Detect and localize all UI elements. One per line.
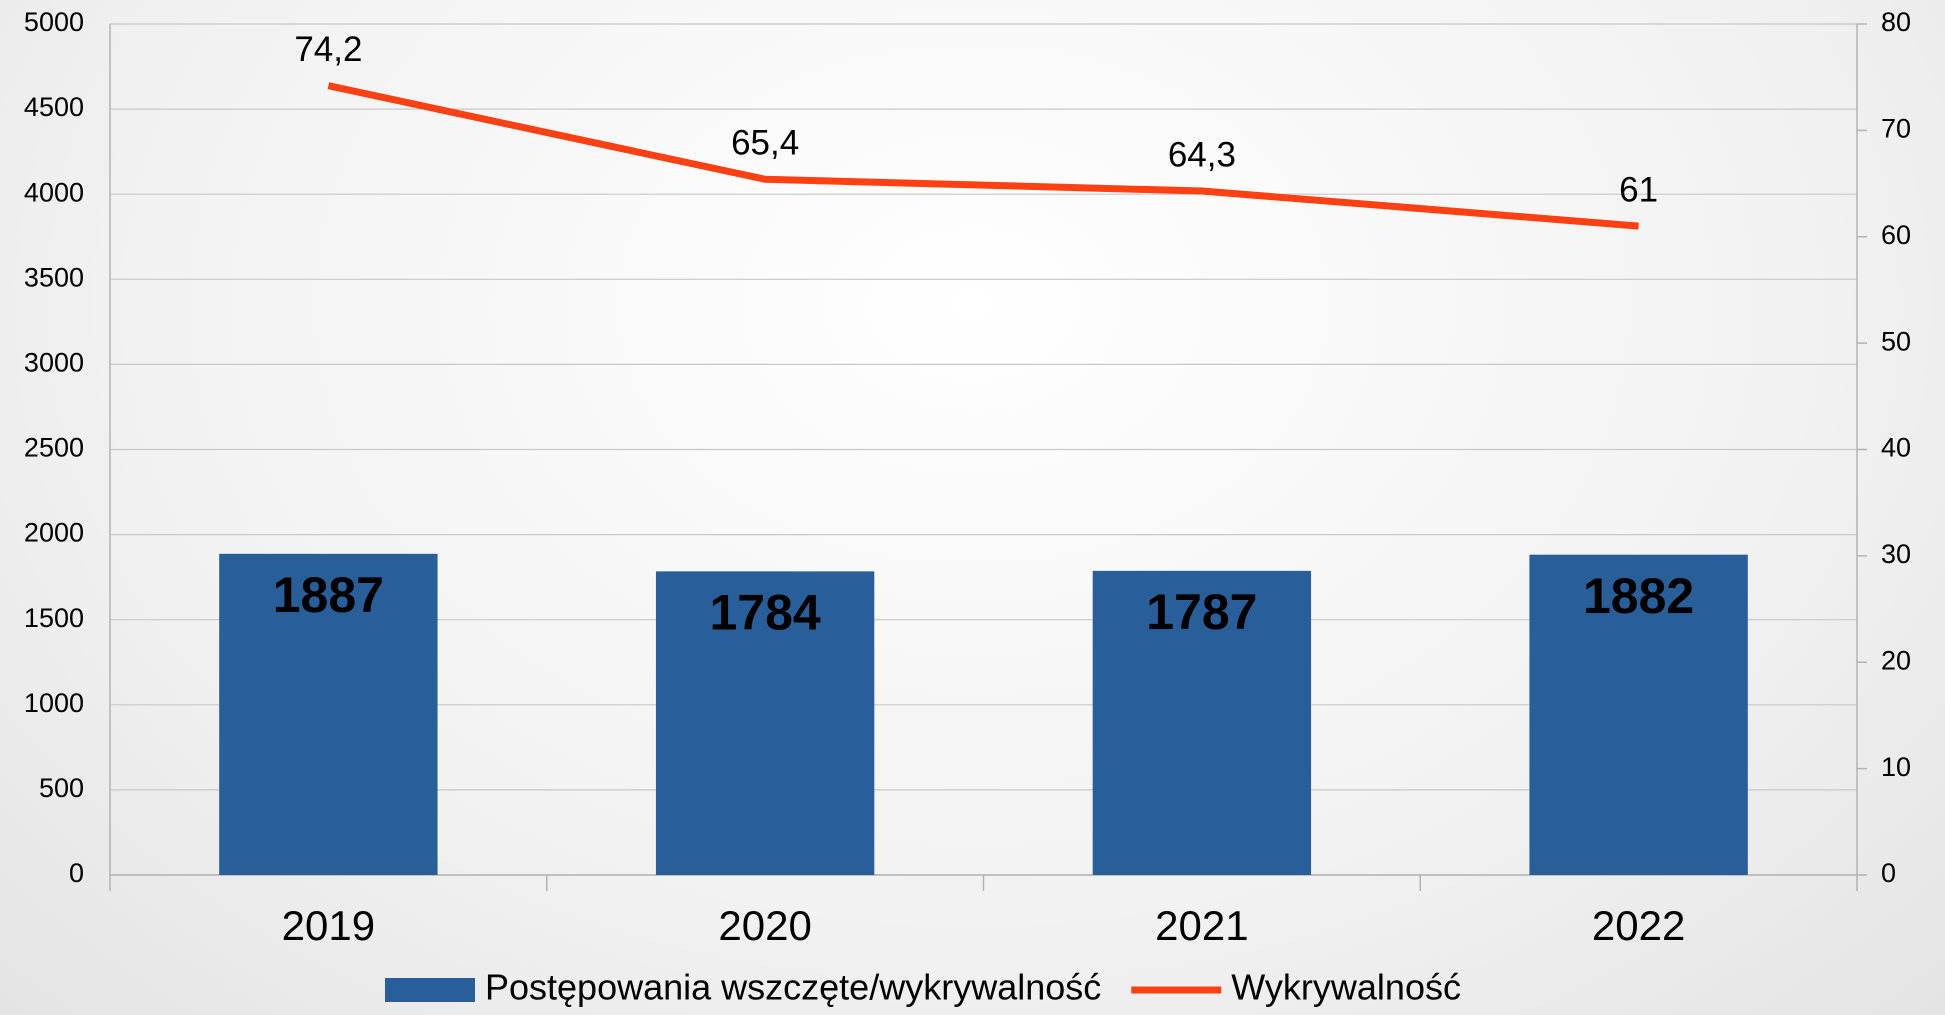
line <box>327 82 1639 230</box>
bar-value-label: 1787 <box>1146 584 1257 640</box>
line-value-label: 64,3 <box>1168 135 1236 174</box>
bar <box>219 553 438 875</box>
y2-tick-label: 10 <box>1881 752 1911 782</box>
y-tick-label: 2500 <box>24 433 84 463</box>
bar-value-label: 1887 <box>273 567 384 623</box>
y-tick-label: 500 <box>39 773 84 803</box>
x-tick-label: 2022 <box>1592 902 1685 949</box>
line-value-label: 61 <box>1619 170 1658 209</box>
bar <box>655 571 875 875</box>
line-value-label: 65,4 <box>731 124 799 163</box>
y2-tick-label: 30 <box>1881 539 1911 569</box>
bar-value-label: 1784 <box>710 585 821 641</box>
x-tick-label: 2019 <box>282 902 375 949</box>
y2-tick-label: 50 <box>1881 326 1911 356</box>
legend-label: Postępowania wszczęte/wykrywalność <box>485 967 1101 1008</box>
y2-tick-label: 40 <box>1881 433 1911 463</box>
bar <box>1529 554 1748 875</box>
y2-tick-label: 20 <box>1881 645 1911 675</box>
bar-value-label: 1882 <box>1583 568 1694 624</box>
y-tick-label: 4500 <box>24 92 84 122</box>
x-tick-label: 2021 <box>1155 902 1248 949</box>
y-tick-label: 1000 <box>24 688 84 718</box>
x-tick-label: 2020 <box>718 902 811 949</box>
legend-swatch <box>385 978 475 1002</box>
legend-label: Wykrywalność <box>1231 967 1461 1008</box>
y-tick-label: 1500 <box>24 603 84 633</box>
bar <box>1092 570 1312 875</box>
y-tick-label: 3500 <box>24 262 84 292</box>
y2-tick-label: 80 <box>1881 7 1911 37</box>
y-tick-label: 2000 <box>24 518 84 548</box>
y2-tick-label: 70 <box>1881 114 1911 144</box>
line-value-label: 74,2 <box>294 30 362 69</box>
y-tick-label: 3000 <box>24 348 84 378</box>
y-tick-label: 0 <box>69 858 84 888</box>
y-tick-label: 5000 <box>24 7 84 37</box>
y-tick-label: 4000 <box>24 177 84 207</box>
y2-tick-label: 60 <box>1881 220 1911 250</box>
y2-tick-label: 0 <box>1881 858 1896 888</box>
